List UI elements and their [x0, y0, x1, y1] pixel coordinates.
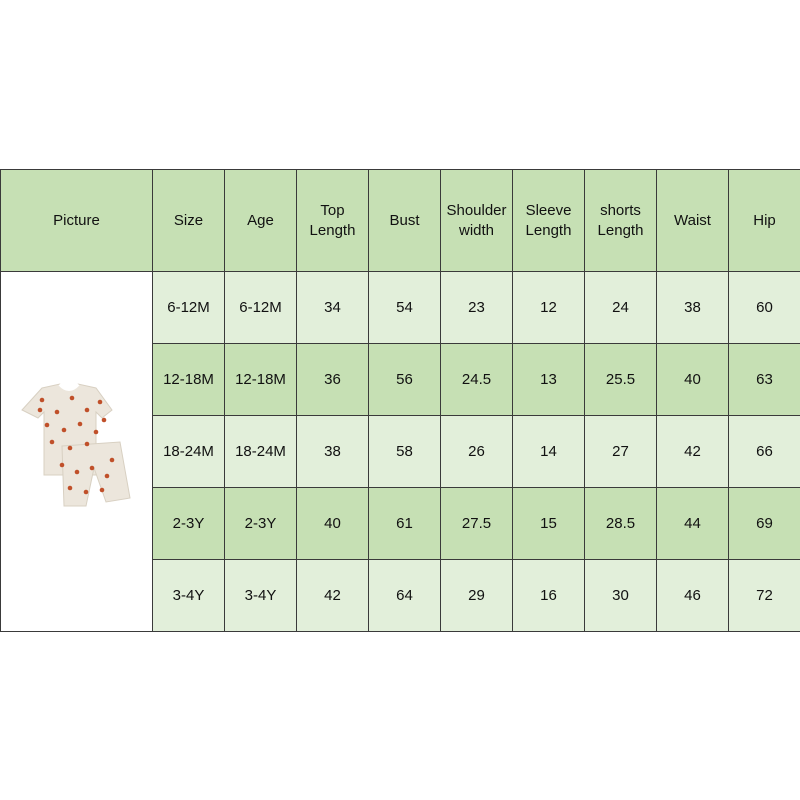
table-row: 3-4Y 3-4Y 42 64 29 16 30 46 72 [1, 559, 800, 632]
table-cell: 3-4Y [152, 559, 225, 632]
table-cell: 69 [728, 487, 800, 560]
table-cell: 3-4Y [224, 559, 297, 632]
table-cell: 2-3Y [152, 487, 225, 560]
table-cell: 72 [728, 559, 800, 632]
size-chart-table: Picture Size Age Top Length Bust Shoulder wid… [0, 169, 800, 632]
product-picture [0, 271, 153, 632]
table-cell: 42 [296, 559, 369, 632]
table-cell: 16 [512, 559, 585, 632]
table-cell: 61 [368, 487, 441, 560]
table-cell: 23 [440, 271, 513, 344]
table-cell: 14 [512, 415, 585, 488]
column-header: Shoulder width [440, 169, 513, 272]
table-cell: 38 [296, 415, 369, 488]
table-cell: 27 [584, 415, 657, 488]
table-cell: 2-3Y [224, 487, 297, 560]
table-cell: 54 [368, 271, 441, 344]
table-cell: 38 [656, 271, 729, 344]
table-cell: 56 [368, 343, 441, 416]
table-cell: 30 [584, 559, 657, 632]
table-cell: 28.5 [584, 487, 657, 560]
column-header: Waist [656, 169, 729, 272]
table-cell: 58 [368, 415, 441, 488]
table-row: 6-12M 6-12M 34 54 23 12 24 38 60 [0, 271, 800, 632]
table-cell: 12-18M [152, 343, 225, 416]
table-cell: 63 [728, 343, 800, 416]
table-cell: 36 [296, 343, 369, 416]
column-header: Top Length [296, 169, 369, 272]
table-cell: 46 [656, 559, 729, 632]
table-cell: 12-18M [224, 343, 297, 416]
column-header: Picture [0, 169, 153, 272]
table-cell: 40 [296, 487, 369, 560]
table-cell: 27.5 [440, 487, 513, 560]
column-header: Sleeve Length [512, 169, 585, 272]
column-header: Size [152, 169, 225, 272]
table-row: 2-3Y 2-3Y 40 61 27.5 15 28.5 44 69 [1, 487, 800, 560]
column-header: shorts Length [584, 169, 657, 272]
table-cell: 34 [296, 271, 369, 344]
table-cell: 29 [440, 559, 513, 632]
column-header: Hip [728, 169, 800, 272]
table-cell: 25.5 [584, 343, 657, 416]
table-row: 18-24M 18-24M 38 58 26 14 27 42 66 [1, 415, 800, 488]
column-header: Age [224, 169, 297, 272]
table-cell: 24 [584, 271, 657, 344]
table-cell: 18-24M [152, 415, 225, 488]
column-header: Bust [368, 169, 441, 272]
table-cell: 40 [656, 343, 729, 416]
table-row: 12-18M 12-18M 36 56 24.5 13 25.5 40 63 [1, 343, 800, 416]
outfit-image [20, 382, 131, 506]
table-cell: 64 [368, 559, 441, 632]
table-cell: 13 [512, 343, 585, 416]
table-cell: 12 [512, 271, 585, 344]
table-cell: 60 [728, 271, 800, 344]
table-cell: 26 [440, 415, 513, 488]
table-cell: 15 [512, 487, 585, 560]
table-cell: 18-24M [224, 415, 297, 488]
table-cell: 66 [728, 415, 800, 488]
header-row: Picture Size Age Top Length Bust Shoulder wid… [0, 169, 800, 272]
table-cell: 6-12M [152, 271, 225, 344]
table-cell: 42 [656, 415, 729, 488]
table-cell: 24.5 [440, 343, 513, 416]
table-cell: 6-12M [224, 271, 297, 344]
table-cell: 44 [656, 487, 729, 560]
